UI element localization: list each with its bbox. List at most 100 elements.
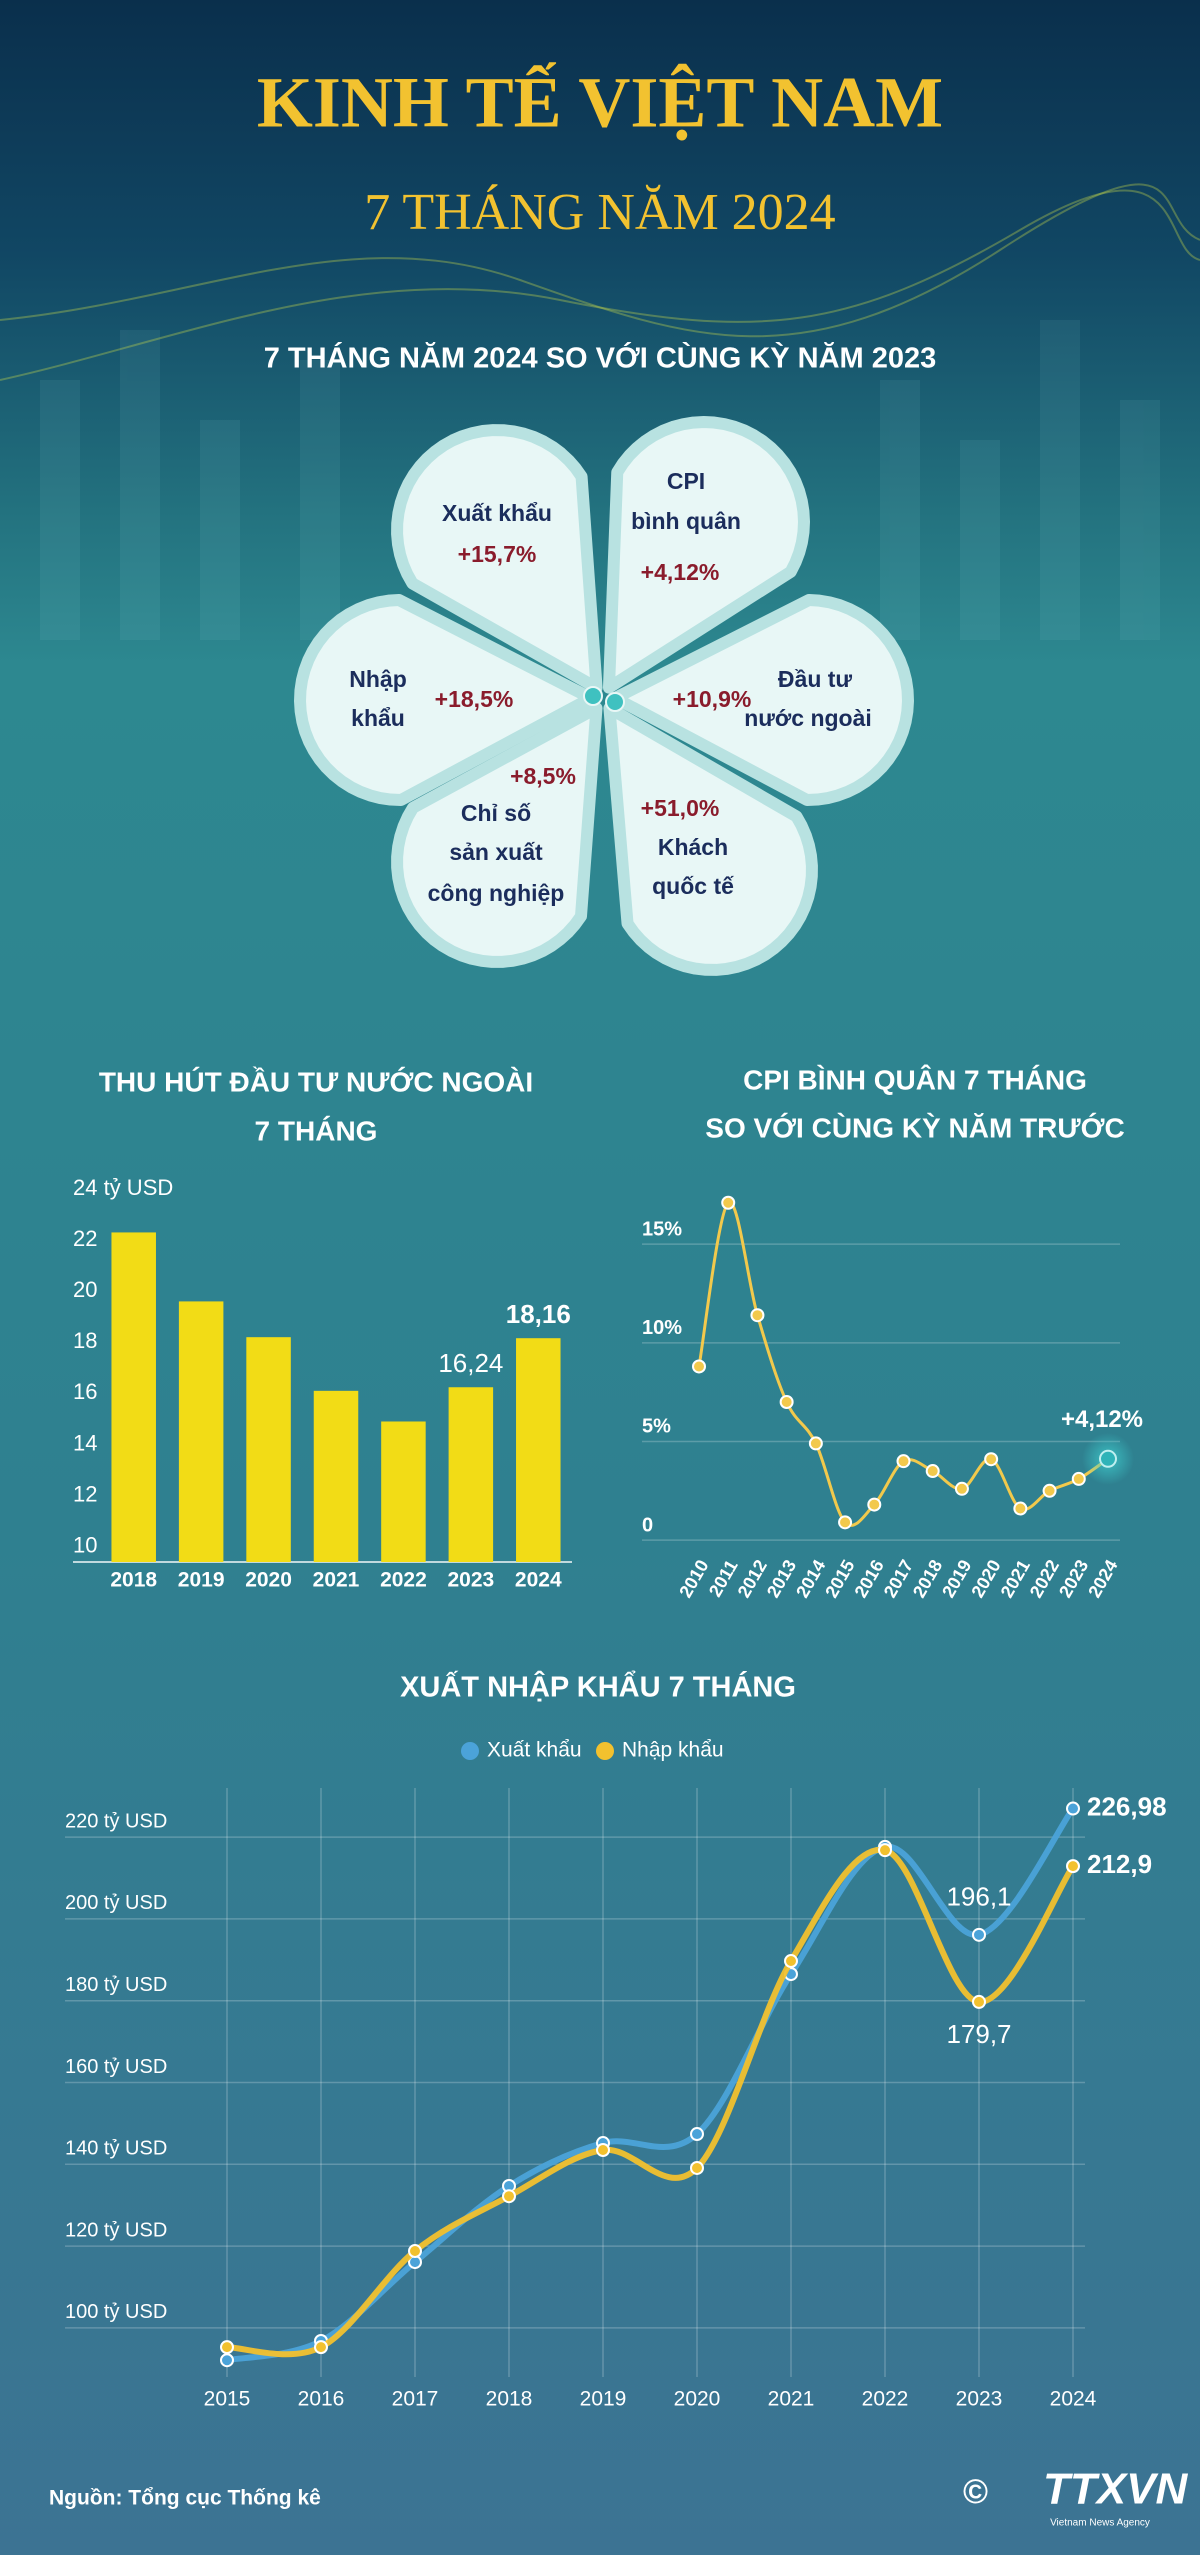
chart: THU HÚT ĐẦU TƯ NƯỚC NGOÀI 7 THÁNG 10 12 14 16… (73, 1066, 572, 1592)
chart-title: SO VỚI CÙNG KỲ NĂM TRƯỚC (705, 1112, 1124, 1143)
petal (294, 594, 598, 806)
point (1042, 1483, 1057, 1498)
agency: Vietnam News Agency (1050, 2518, 1150, 2529)
x-tick-label: 2020 (245, 1569, 292, 1592)
x-tick-label: 2017 (392, 2388, 439, 2411)
summary-label: Xuất khẩu (442, 500, 552, 526)
y-tick-label: 200 tỷ USD (65, 1892, 167, 1914)
legend-label: Xuất khẩu (487, 1739, 582, 1762)
point (808, 1436, 823, 1451)
chart: XUẤT NHẬP KHẨU 7 THÁNG 100 tỷ USD 120 tỷ U… (65, 1670, 1167, 2411)
point (692, 1359, 706, 1374)
point (779, 1394, 794, 1409)
value-label: 226,98 (1087, 1791, 1167, 1821)
point (596, 2142, 610, 2157)
summary-value: +18,5% (435, 686, 514, 712)
point (690, 2127, 704, 2142)
flower-center (583, 686, 603, 706)
summary-label: Chỉ số (461, 800, 531, 826)
point (896, 1454, 911, 1469)
y-tick-label: 220 tỷ USD (65, 1810, 167, 1832)
point (972, 1994, 986, 2009)
x-tick-label: 2023 (447, 1569, 494, 1592)
x-tick-label: 2024 (1050, 2388, 1097, 2411)
x-tick-label: 2019 (580, 2388, 627, 2411)
chart-title: XUẤT NHẬP KHẨU 7 THÁNG (400, 1670, 796, 1704)
point (502, 2189, 516, 2204)
point (220, 2340, 234, 2355)
y-tick-label: 10% (642, 1317, 682, 1339)
logo: TTXVN (1043, 2465, 1188, 2514)
y-tick-label: 16 (73, 1379, 97, 1404)
line-series (697, 1201, 1110, 1527)
point (750, 1308, 765, 1323)
bar (313, 1390, 359, 1562)
summary-label: khẩu (351, 705, 405, 731)
bar (516, 1338, 561, 1562)
point (690, 2160, 704, 2175)
summary-value: +8,5% (510, 763, 576, 789)
x-tick-label: 2016 (298, 2388, 345, 2411)
y-tick-label: 15% (642, 1218, 682, 1240)
point (408, 2244, 422, 2259)
summary-label: bình quân (631, 508, 741, 534)
section-title: 7 THÁNG NĂM 2024 SO VỚI CÙNG KỲ NĂM 2023 (264, 341, 937, 375)
y-tick-label: 14 (73, 1430, 97, 1455)
y-tick-label: 120 tỷ USD (65, 2219, 167, 2241)
y-tick-label: 140 tỷ USD (65, 2138, 167, 2160)
point (925, 1464, 940, 1479)
point (878, 1843, 892, 1858)
bar (381, 1421, 426, 1562)
summary-label: công nghiệp (428, 880, 565, 906)
point (1099, 1449, 1117, 1468)
summary-label: Nhập (349, 666, 407, 692)
point (220, 2353, 234, 2368)
summary-label: Đầu tư (778, 666, 853, 692)
y-tick-label: 20 (73, 1277, 97, 1302)
point (314, 2340, 328, 2355)
petal (391, 702, 603, 968)
flower-center (605, 692, 625, 712)
chart-title: THU HÚT ĐẦU TƯ NƯỚC NGOÀI (99, 1066, 533, 1097)
petal (608, 594, 914, 806)
y-tick-label: 12 (73, 1481, 97, 1506)
point (1066, 1859, 1080, 1874)
summary-label: CPI (667, 468, 705, 494)
value-label: 16,24 (438, 1348, 503, 1378)
x-tick-label: 2015 (204, 2388, 251, 2411)
title: KINH TẾ VIỆT NAM (257, 62, 943, 143)
petal (602, 416, 810, 694)
decor-bars (40, 320, 1160, 640)
value-label: 212,9 (1087, 1849, 1152, 1879)
x-tick-label: 2022 (862, 2388, 909, 2411)
point (721, 1195, 736, 1210)
legend-marker (461, 1742, 479, 1760)
summary-label: sản xuất (449, 839, 543, 865)
y-tick-label: 5% (642, 1416, 671, 1438)
point (972, 1927, 986, 1942)
summary-flower: Xuất khẩu +15,7% CPI bình quân +4,12% Nhập khẩ… (294, 416, 914, 976)
bar (246, 1337, 291, 1562)
y-tick-label: 100 tỷ USD (65, 2301, 167, 2323)
summary-value: +4,12% (641, 559, 720, 585)
point (984, 1452, 999, 1467)
bar (111, 1232, 156, 1562)
value-label: +4,12% (1061, 1406, 1143, 1433)
y-tick-label: 10 (73, 1532, 97, 1557)
chart-title: 7 THÁNG (255, 1115, 378, 1146)
summary-value: +51,0% (641, 795, 720, 821)
x-tick-label: 2021 (313, 1569, 360, 1592)
summary-value: +15,7% (458, 541, 537, 567)
x-tick-label: 2022 (380, 1569, 427, 1592)
x-tick-label: 2019 (178, 1569, 225, 1592)
summary-value: +10,9% (673, 686, 752, 712)
line-series (224, 1805, 1076, 2364)
x-tick-label: 2018 (110, 1569, 157, 1592)
point (838, 1515, 853, 1530)
legend-marker (596, 1742, 614, 1760)
y-tick-label: 18 (73, 1328, 97, 1353)
value-label: 179,7 (946, 2019, 1011, 2049)
petal (603, 702, 818, 976)
